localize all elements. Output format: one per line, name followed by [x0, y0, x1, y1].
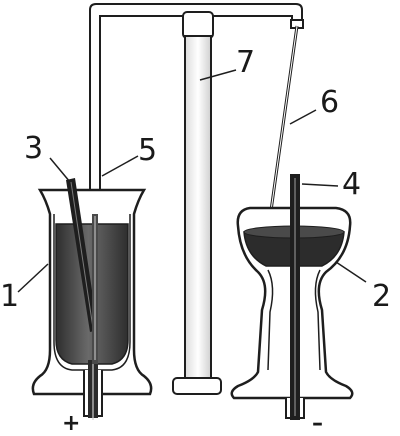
wire-6 — [266, 25, 299, 233]
magnet-4 — [290, 174, 300, 420]
label-3: 3 — [24, 131, 43, 166]
label-1: 1 — [0, 279, 19, 314]
negative-terminal-label: – — [312, 411, 323, 436]
label-5: 5 — [138, 133, 157, 168]
vertical-tube-7 — [172, 11, 222, 395]
label-2: 2 — [372, 279, 391, 314]
magnet-3 — [66, 178, 98, 332]
label-7: 7 — [236, 45, 255, 80]
left-rod — [92, 214, 98, 364]
label-6: 6 — [320, 85, 339, 120]
label-4: 4 — [342, 167, 361, 202]
positive-terminal-label: + — [62, 411, 80, 436]
label-leaders — [17, 69, 367, 293]
